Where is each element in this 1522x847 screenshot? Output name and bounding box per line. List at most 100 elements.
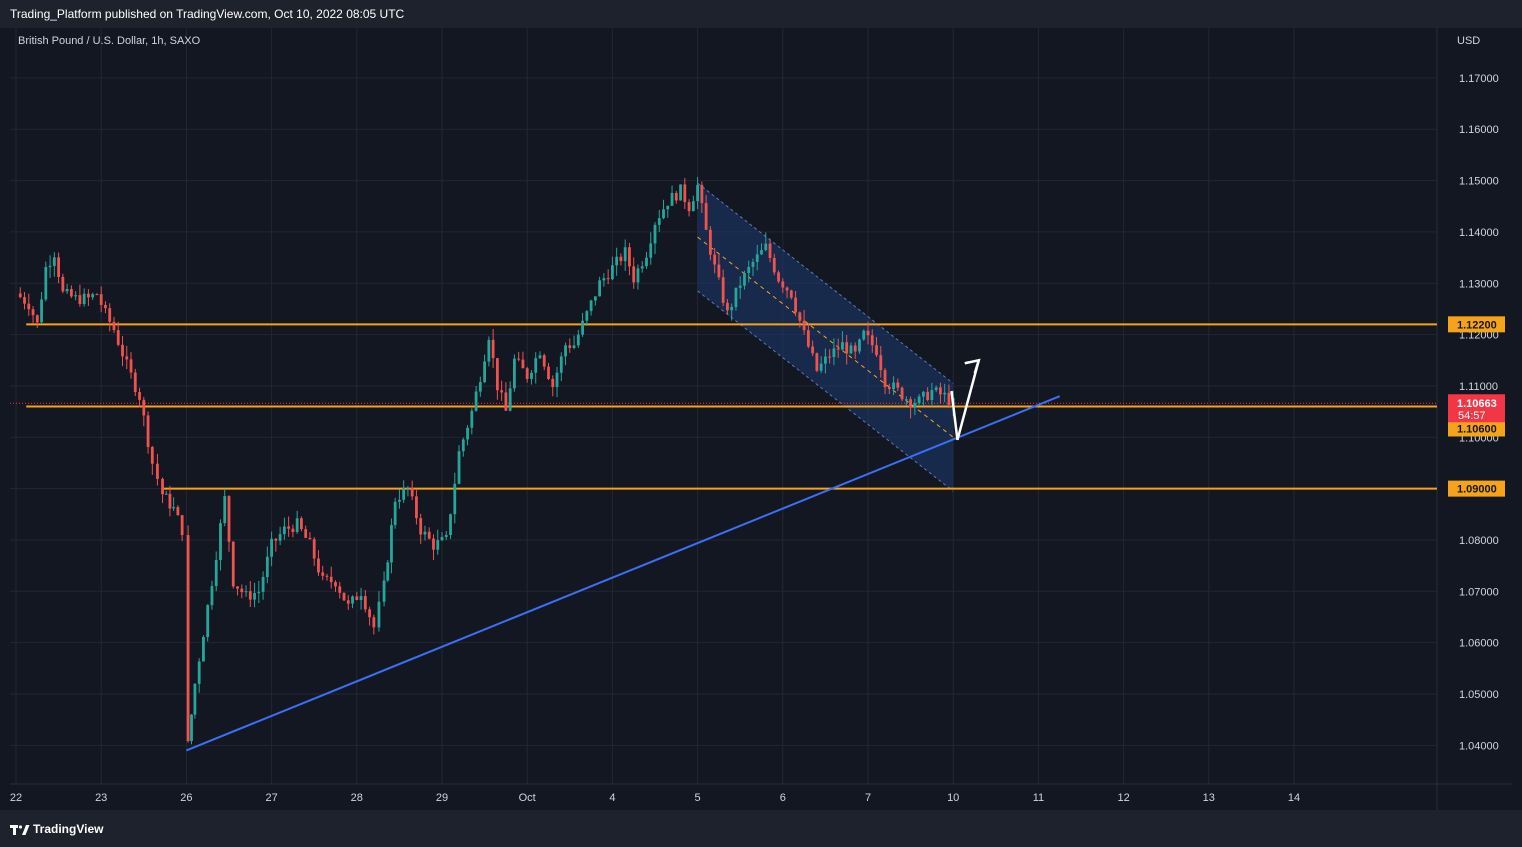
candle-body-176: [768, 243, 772, 258]
brand-label: TradingView: [33, 822, 104, 836]
candle-body-4: [35, 315, 39, 323]
candle-body-186: [811, 346, 815, 354]
candle-body-38: [180, 515, 184, 536]
candle-body-104: [461, 439, 465, 452]
candle-body-150: [657, 218, 661, 225]
candle-body-42: [197, 661, 201, 684]
price-axis-label: 1.07000: [1459, 586, 1499, 598]
level-tag-1.10600[interactable]: [1448, 420, 1505, 437]
candle-body-47: [219, 523, 222, 560]
candle-body-130: [572, 345, 576, 349]
candle-body-189: [824, 356, 827, 364]
candle-body-209: [909, 399, 912, 408]
candle-body-166: [726, 302, 729, 311]
time-axis-label: 4: [609, 792, 615, 804]
candle-body-13: [74, 295, 78, 297]
candle-body-208: [904, 399, 908, 401]
candle-body-139: [611, 265, 614, 280]
candle-body-183: [798, 312, 802, 321]
candle-body-88: [393, 501, 397, 526]
candle-body-178: [777, 272, 780, 282]
candle-body-101: [449, 514, 452, 535]
candle-body-123: [542, 355, 546, 367]
chart-panel[interactable]: 1.17000 1.16000 1.15000 1.14000 1.13000 1.120…: [10, 28, 1512, 810]
candle-body-175: [764, 243, 768, 251]
candle-body-103: [457, 451, 461, 484]
candle-body-0: [18, 293, 22, 298]
candle-body-5: [40, 299, 43, 323]
candle-body-37: [176, 507, 180, 516]
candle-body-198: [862, 330, 866, 340]
candle-body-15: [82, 293, 86, 305]
level-tag-1.09000[interactable]: [1448, 480, 1505, 497]
candle-body-147: [645, 257, 648, 267]
candle-body-141: [619, 256, 623, 262]
candle-body-211: [917, 396, 921, 404]
level-tag-text: 1.12200: [1457, 319, 1497, 331]
candle-body-3: [31, 309, 35, 316]
candle-body-217: [943, 392, 947, 395]
time-axis-label: 23: [95, 792, 107, 804]
candle-body-126: [555, 372, 559, 388]
candle-body-133: [585, 311, 589, 321]
candle-body-144: [632, 266, 636, 283]
candle-body-45: [210, 586, 214, 606]
projection-arrowhead: [964, 358, 981, 374]
candle-body-102: [453, 483, 457, 515]
candle-body-182: [794, 297, 797, 313]
candle-body-25: [125, 356, 129, 360]
candle-body-78: [351, 596, 354, 604]
candle-body-210: [913, 403, 917, 408]
level-tag-text: 1.09000: [1457, 484, 1497, 496]
candle-body-2: [27, 303, 31, 310]
candle-body-64: [291, 528, 295, 533]
candle-body-115: [508, 388, 512, 411]
candle-body-28: [138, 392, 141, 400]
candle-body-73: [329, 576, 333, 583]
candle-body-171: [747, 266, 751, 274]
candle-body-194: [845, 342, 849, 354]
time-axis-label: 14: [1288, 792, 1300, 804]
candle-body-196: [853, 345, 857, 352]
candle-body-120: [530, 372, 533, 379]
time-axis-label: 7: [865, 792, 871, 804]
symbol-title: British Pound / U.S. Dollar, 1h, SAXO: [18, 35, 201, 47]
candle-body-95: [423, 531, 427, 535]
price-axis-label: 1.12000: [1459, 330, 1499, 342]
candle-body-65: [295, 518, 299, 533]
publish-header: Trading_Platform published on TradingVie…: [0, 0, 1522, 28]
candle-body-48: [223, 496, 227, 524]
candle-body-98: [436, 540, 440, 550]
time-axis-label: 27: [265, 792, 277, 804]
candle-body-132: [581, 320, 584, 335]
candle-body-62: [282, 526, 286, 535]
price-chart[interactable]: 1.17000 1.16000 1.15000 1.14000 1.13000 1.120…: [10, 28, 1512, 810]
candle-body-114: [504, 392, 508, 411]
candle-body-137: [602, 278, 606, 281]
candle-body-32: [156, 463, 159, 479]
published-text: Trading_Platform published on TradingVie…: [10, 7, 405, 21]
candle-body-93: [415, 496, 418, 519]
candle-body-203: [883, 370, 887, 388]
level-tag-1.12200[interactable]: [1448, 316, 1505, 333]
tradingview-logo[interactable]: TradingView: [10, 822, 103, 836]
current-price-tag[interactable]: [1448, 394, 1505, 423]
candle-body-105: [466, 427, 469, 440]
candle-body-188: [819, 363, 823, 371]
candle-body-127: [559, 356, 563, 373]
candle-body-56: [257, 591, 261, 594]
price-axis-label: 1.05000: [1459, 689, 1499, 701]
projection-arrow[interactable]: [950, 359, 980, 441]
candle-body-148: [649, 243, 653, 258]
candle-body-11: [65, 289, 69, 292]
ascending-trendline[interactable]: [186, 395, 1061, 752]
candle-body-58: [265, 556, 269, 577]
candle-body-108: [478, 382, 482, 392]
candle-body-34: [164, 493, 168, 495]
candle-body-31: [150, 447, 154, 464]
candle-body-190: [828, 356, 832, 358]
candle-body-89: [398, 499, 401, 502]
candle-body-134: [589, 300, 593, 312]
candle-body-146: [640, 266, 644, 269]
candle-body-197: [858, 339, 861, 352]
